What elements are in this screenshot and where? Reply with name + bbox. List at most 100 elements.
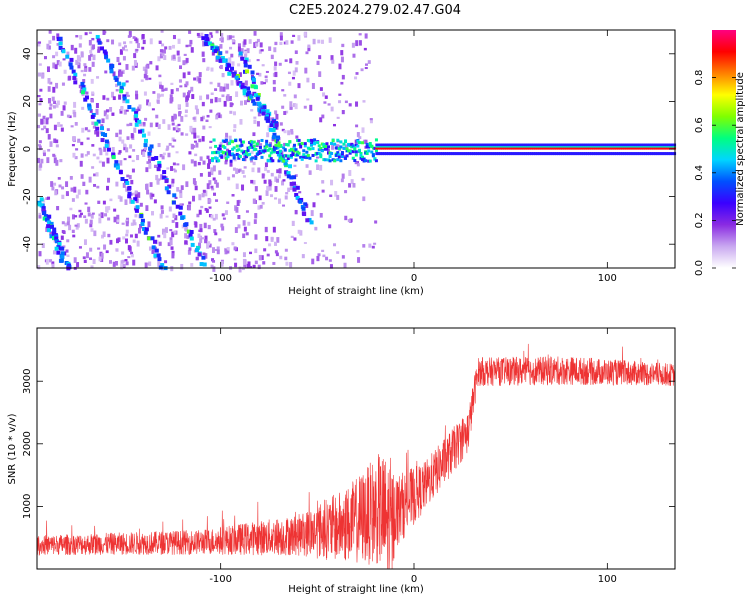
spectrogram-cell <box>284 170 289 175</box>
spectrogram-cell <box>210 46 215 51</box>
spectrogram-cell <box>154 248 159 253</box>
spectrogram-cell <box>118 42 122 47</box>
spectrogram-cell <box>149 61 153 65</box>
spectrogram-cell <box>161 155 165 160</box>
spectrogram-cell <box>65 54 70 59</box>
spectrogram-cell <box>245 92 250 97</box>
spectrogram-cell <box>274 176 278 182</box>
spectrogram-cell <box>149 196 153 200</box>
spectrogram-cell <box>289 155 293 159</box>
spectrogram-cell <box>454 146 458 149</box>
spectrogram-cell <box>238 154 242 158</box>
spectrogram-cell <box>240 56 245 61</box>
spectrogram-cell <box>105 109 109 113</box>
spectrogram-cell <box>109 239 113 245</box>
spectrogram-cell <box>254 157 258 161</box>
spectrogram-cell <box>216 113 220 116</box>
spectrogram-cell <box>667 147 671 150</box>
spectrogram-cell <box>353 147 357 151</box>
spectrogram-cell <box>323 144 327 148</box>
spectrogram-cell <box>302 149 306 153</box>
spectrogram-cell <box>98 217 102 224</box>
spectrogram-cell <box>528 147 532 150</box>
spectrogram-cell <box>272 86 276 92</box>
spectrogram-cell <box>624 152 628 156</box>
spectrogram-cell <box>613 152 617 156</box>
spectrogram-cell <box>115 89 119 92</box>
spectrogram-cell <box>626 146 630 149</box>
spectrogram-cell <box>215 159 219 163</box>
spectrogram-cell <box>412 143 416 147</box>
spectrogram-cell <box>605 143 609 147</box>
spectrogram-cell <box>559 146 562 149</box>
spectrogram-cell <box>114 77 119 82</box>
spectrogram-cell <box>141 34 145 39</box>
spectrogram-cell <box>128 31 132 37</box>
spectrogram-cell <box>279 154 283 158</box>
spectrogram-cell <box>193 132 197 139</box>
spectrogram-cell <box>333 142 337 146</box>
spectrogram-cell <box>337 155 341 159</box>
spectrogram-cell <box>624 143 628 147</box>
spectrogram-cell <box>214 156 218 160</box>
spectrogram-cell <box>70 187 74 192</box>
spectrogram-cell <box>198 138 202 143</box>
spectrogram-cell <box>102 231 106 238</box>
spectrogram-cell <box>172 193 177 198</box>
spectrogram-cell <box>446 152 450 156</box>
spectrogram-cell <box>63 69 67 74</box>
spectrogram-cell <box>458 147 462 150</box>
spectrogram-cell <box>502 143 506 147</box>
spectrogram-cell <box>126 123 130 127</box>
spectrogram-cell <box>272 79 276 85</box>
spectrogram-cell <box>208 126 212 129</box>
spectrogram-cell <box>240 54 244 59</box>
spectrogram-cell <box>125 91 129 96</box>
spectrogram-cell <box>129 144 133 149</box>
spectrogram-cell <box>647 147 651 150</box>
spectrogram-cell <box>611 143 615 147</box>
spectrogram-cell <box>253 31 257 36</box>
spectrogram-cell <box>543 143 547 147</box>
spectrogram-cell <box>218 170 222 175</box>
spectrogram-cell <box>209 109 213 113</box>
spectrogram-cell <box>211 188 215 191</box>
spectrogram-cell <box>177 123 181 127</box>
spectrogram-cell <box>264 226 268 233</box>
spectrogram-cell <box>375 143 379 147</box>
spectrogram-cell <box>197 233 201 239</box>
spectrogram-cell <box>392 152 396 156</box>
spectrogram-cell <box>385 147 388 150</box>
spectrogram-cell <box>522 152 526 156</box>
spectrogram-cell <box>211 151 214 155</box>
spectrogram-cell <box>296 153 300 157</box>
spectrogram-cell <box>582 147 586 150</box>
spectrogram-cell <box>441 146 445 149</box>
spectrogram-cell <box>588 147 591 150</box>
spectrogram-cell <box>249 157 253 161</box>
spectrogram-cell <box>156 99 160 103</box>
spectrogram-cell <box>603 143 607 147</box>
spectrogram-cell <box>172 162 176 166</box>
spectrogram-cell <box>644 147 648 150</box>
spectrogram-cell <box>257 205 261 210</box>
spectrogram-cell <box>642 146 646 149</box>
spectrogram-cell <box>328 159 332 163</box>
spectrogram-cell <box>207 163 211 169</box>
spectrogram-cell <box>300 141 304 145</box>
spectrogram-cell <box>495 143 499 147</box>
spectrogram-cell <box>164 186 169 191</box>
spectrogram-cell <box>134 37 138 42</box>
spectrogram-cell <box>495 147 499 150</box>
spectrogram-cell <box>215 55 220 60</box>
spectrogram-cell <box>306 98 310 101</box>
spectrogram-cell <box>122 263 126 267</box>
spectrogram-cell <box>175 124 179 131</box>
spectrogram-cell <box>127 35 131 38</box>
spectrogram-cell <box>143 73 147 79</box>
spectrogram-cell <box>298 199 303 204</box>
spectrogram-cell <box>439 143 443 147</box>
spectrogram-cell <box>456 152 460 156</box>
spectrogram-cell <box>611 146 615 149</box>
spectrogram-cell <box>264 167 268 172</box>
